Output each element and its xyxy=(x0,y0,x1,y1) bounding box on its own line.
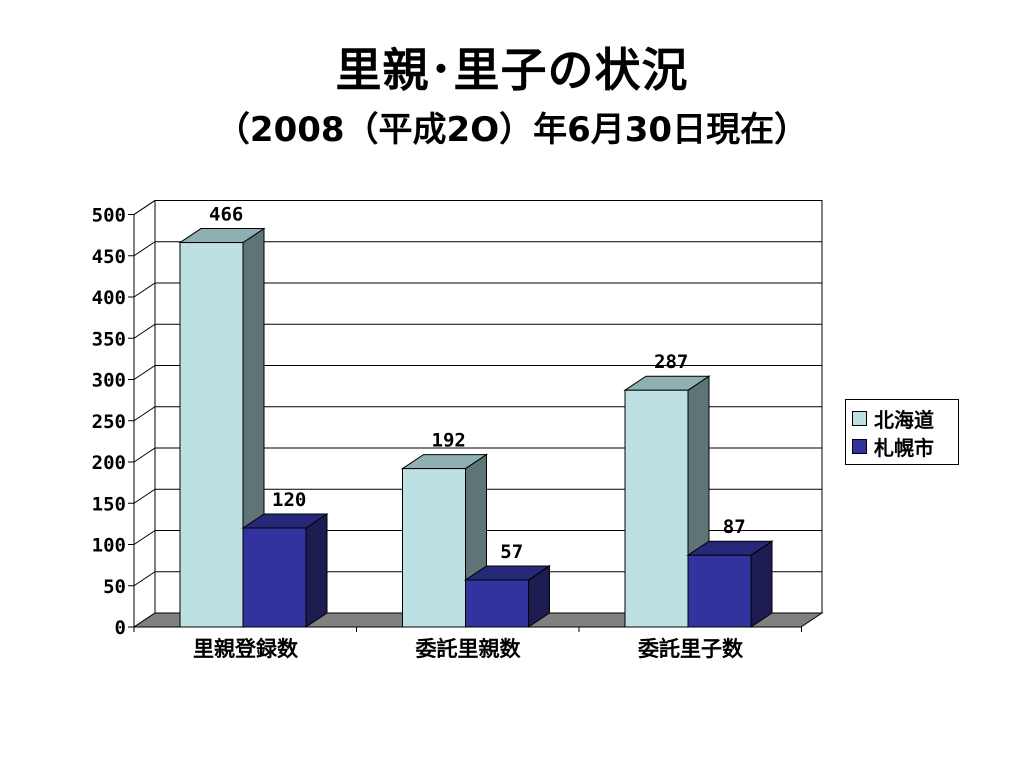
gridline xyxy=(133,571,822,587)
category-label: 委託里子数 xyxy=(637,637,744,661)
bar-sapporo xyxy=(242,527,307,628)
bar-sapporo xyxy=(465,579,529,628)
slide-title: 里親･里子の状況 xyxy=(335,43,689,97)
y-tick-label: 200 xyxy=(92,452,126,474)
y-tick-label: 50 xyxy=(103,576,126,598)
category-label: 委託里親数 xyxy=(415,637,522,661)
gridline xyxy=(133,241,822,257)
gridline xyxy=(133,447,822,463)
slide-subtitle: （2008（平成2O）年6月30日現在） xyxy=(215,110,809,150)
y-tick-label: 100 xyxy=(92,535,126,557)
category-label: 里親登録数 xyxy=(193,637,299,661)
y-tick-label: 250 xyxy=(92,411,126,433)
data-label: 287 xyxy=(654,351,688,373)
chart-legend: 北海道 札幌市 xyxy=(845,399,959,465)
gridline xyxy=(133,365,822,380)
legend-label-hokkaido: 北海道 xyxy=(874,407,934,432)
y-tick-label: 150 xyxy=(92,493,126,515)
data-label: 192 xyxy=(432,430,466,452)
data-label: 57 xyxy=(500,541,523,563)
y-tick-label: 300 xyxy=(92,370,126,392)
gridline xyxy=(133,323,822,339)
gridline xyxy=(133,406,822,422)
bar-hokkaido xyxy=(179,242,244,628)
legend-item-sapporo: 札幌市 xyxy=(852,432,952,460)
legend-swatch-hokkaido xyxy=(852,410,867,426)
legend-item-hokkaido: 北海道 xyxy=(852,404,952,432)
bar-hokkaido xyxy=(402,468,466,628)
gridline xyxy=(133,200,822,215)
gridline xyxy=(133,488,822,504)
legend-label-sapporo: 札幌市 xyxy=(874,435,934,460)
gridline xyxy=(133,530,822,545)
data-label: 466 xyxy=(209,204,243,226)
bar-side xyxy=(750,540,773,628)
y-tick-label: 450 xyxy=(92,246,126,268)
bar-side xyxy=(305,513,328,628)
data-label: 87 xyxy=(723,516,746,538)
gridline xyxy=(133,282,822,298)
y-tick-label: 500 xyxy=(92,205,126,227)
bar-hokkaido xyxy=(624,389,689,628)
y-tick-label: 0 xyxy=(115,617,126,639)
bar-sapporo xyxy=(687,554,752,628)
y-tick-label: 400 xyxy=(92,287,126,309)
data-label: 120 xyxy=(272,489,306,511)
legend-swatch-sapporo xyxy=(852,438,867,454)
y-tick-label: 350 xyxy=(92,328,126,350)
